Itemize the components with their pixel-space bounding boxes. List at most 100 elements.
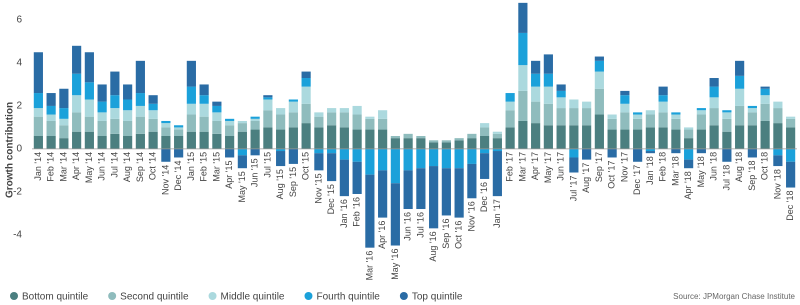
bar-segment bbox=[416, 168, 426, 210]
bar-segment bbox=[403, 170, 413, 210]
bar-segment bbox=[569, 125, 579, 149]
bar-segment bbox=[212, 120, 222, 134]
bar-segment bbox=[518, 32, 528, 66]
bar-segment bbox=[174, 127, 184, 130]
x-tick-label: Jul '15 bbox=[262, 152, 272, 178]
bar-segment bbox=[658, 112, 668, 128]
bar-segment bbox=[237, 148, 247, 156]
y-tick-label: 6 bbox=[16, 15, 22, 26]
bar-segment bbox=[123, 136, 133, 149]
legend-marker bbox=[399, 292, 408, 300]
bar-segment bbox=[543, 103, 553, 126]
bar-segment bbox=[633, 118, 643, 130]
bar-segment bbox=[199, 131, 209, 149]
bar-segment bbox=[263, 95, 273, 98]
x-tick-label: Dec '16 bbox=[479, 182, 489, 212]
bar-segment bbox=[429, 142, 439, 149]
legend-label: Fourth quintile bbox=[316, 292, 380, 303]
x-tick-label: Sep '14 bbox=[135, 152, 145, 182]
bar-segment bbox=[72, 45, 82, 74]
bar-segment bbox=[429, 148, 439, 167]
x-tick-label: Feb '17 bbox=[505, 152, 515, 182]
bar-segment bbox=[760, 103, 770, 121]
bar-segment bbox=[97, 112, 107, 121]
x-tick-label: Feb '14 bbox=[46, 152, 56, 182]
bar-segment bbox=[263, 110, 273, 128]
x-tick-label: Nov '18 bbox=[772, 169, 782, 199]
bar-segment bbox=[365, 116, 375, 119]
bar-segment bbox=[135, 105, 145, 117]
bar-segment bbox=[276, 108, 286, 115]
bar-segment bbox=[59, 125, 69, 139]
bar-segment bbox=[633, 148, 643, 162]
bar-segment bbox=[454, 140, 464, 149]
bar-segment bbox=[582, 148, 592, 160]
bar-segment bbox=[556, 108, 566, 126]
x-tick-label: Apr '18 bbox=[683, 171, 693, 199]
bar-segment bbox=[441, 148, 451, 169]
bar-segment bbox=[314, 153, 324, 171]
bar-segment bbox=[135, 133, 145, 149]
bar-segment bbox=[250, 129, 260, 149]
bar-segment bbox=[696, 129, 706, 149]
bar-segment bbox=[671, 118, 681, 130]
legend-marker bbox=[208, 292, 217, 300]
bar-segment bbox=[633, 114, 643, 119]
bar-segment bbox=[760, 120, 770, 149]
bar-segment bbox=[441, 142, 451, 149]
bar-segment bbox=[607, 118, 617, 130]
bar-segment bbox=[148, 118, 158, 132]
x-tick-label: Oct '15 bbox=[301, 152, 311, 180]
bar-segment bbox=[684, 148, 694, 160]
bar-segment bbox=[684, 159, 694, 169]
y-tick-label: -2 bbox=[13, 186, 22, 197]
bar-segment bbox=[33, 52, 43, 94]
bar-segment bbox=[97, 136, 107, 149]
bar-segment bbox=[301, 123, 311, 149]
bar-segment bbox=[658, 95, 668, 102]
bar-segment bbox=[72, 131, 82, 149]
bar-segment bbox=[339, 108, 349, 113]
bar-segment bbox=[148, 131, 158, 149]
bar-segment bbox=[786, 127, 796, 149]
x-tick-label: Jun '16 bbox=[403, 212, 413, 241]
bar-segment bbox=[390, 183, 400, 246]
bar-segment bbox=[633, 129, 643, 149]
bar-segment bbox=[454, 138, 464, 141]
bar-segment bbox=[518, 65, 528, 91]
bar-segment bbox=[594, 56, 604, 61]
bar-segment bbox=[467, 133, 477, 139]
bar-segment bbox=[786, 161, 796, 188]
bar-segment bbox=[314, 148, 324, 154]
bar-segment bbox=[97, 101, 107, 113]
bar-segment bbox=[352, 161, 362, 194]
x-tick-label: Aug '14 bbox=[122, 152, 132, 182]
x-tick-label: Dec '17 bbox=[632, 165, 642, 195]
bar-segment bbox=[505, 101, 515, 111]
bar-segment bbox=[735, 125, 745, 149]
x-tick-label: Jan '18 bbox=[645, 156, 655, 185]
bar-segment bbox=[46, 114, 56, 121]
legend-label: Top quintile bbox=[412, 292, 463, 303]
y-tick-label: -4 bbox=[13, 229, 22, 240]
bar-segment bbox=[212, 112, 222, 121]
legend-label: Bottom quintile bbox=[22, 292, 89, 303]
x-tick-label: Mar '14 bbox=[58, 152, 68, 182]
bar-segment bbox=[186, 103, 196, 115]
bar-segment bbox=[288, 127, 298, 149]
bar-segment bbox=[161, 148, 171, 162]
bar-segment bbox=[59, 88, 69, 109]
bar-segment bbox=[543, 125, 553, 149]
bar-segment bbox=[416, 136, 426, 139]
x-tick-label: Sep '15 bbox=[288, 167, 298, 197]
bar-segment bbox=[480, 127, 490, 136]
bar-segment bbox=[441, 140, 451, 143]
bar-segment bbox=[390, 148, 400, 184]
bar-segment bbox=[454, 168, 464, 218]
bar-segment bbox=[339, 112, 349, 128]
bar-segment bbox=[480, 153, 490, 179]
x-tick-label: May '16 bbox=[390, 249, 400, 280]
x-tick-label: Jun '18 bbox=[709, 152, 719, 181]
bar-segment bbox=[72, 112, 82, 132]
bar-segment bbox=[696, 148, 706, 154]
